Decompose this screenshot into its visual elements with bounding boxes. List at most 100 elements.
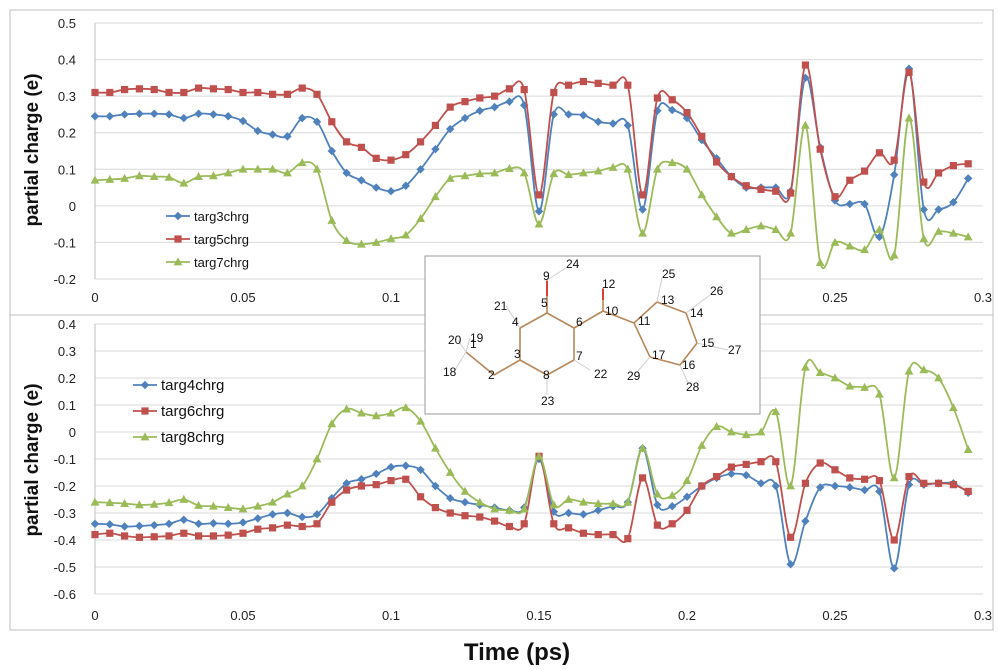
data-point-targ4chrg	[401, 461, 410, 470]
data-point-targ7chrg	[919, 234, 929, 243]
data-point-targ6chrg	[209, 532, 217, 540]
data-point-targ3chrg	[179, 113, 188, 123]
data-point-targ3chrg	[283, 132, 292, 141]
data-point-targ3chrg	[505, 97, 514, 106]
data-point-targ5chrg	[624, 81, 632, 89]
y-tick-label: -0.2	[54, 479, 76, 494]
data-point-targ5chrg	[772, 187, 780, 195]
bond	[649, 356, 681, 366]
bond	[546, 359, 575, 376]
data-point-targ5chrg	[165, 88, 173, 97]
data-point-targ3chrg	[964, 174, 973, 183]
data-point-targ4chrg	[135, 521, 144, 531]
bond	[454, 351, 467, 371]
data-point-targ5chrg	[372, 154, 380, 162]
data-point-targ7chrg	[283, 168, 292, 177]
data-point-targ8chrg	[179, 494, 189, 503]
data-point-targ5chrg	[861, 167, 869, 175]
data-point-targ4chrg	[579, 510, 588, 519]
data-point-targ6chrg	[831, 466, 839, 474]
bond	[633, 301, 658, 324]
data-point-targ5chrg	[417, 138, 425, 146]
data-point-targ8chrg	[608, 498, 618, 507]
data-point-targ5chrg	[920, 178, 928, 186]
data-point-targ4chrg	[372, 469, 381, 479]
data-point-targ5chrg	[387, 156, 395, 164]
atom-label: 22	[594, 367, 608, 381]
y-axis-title: partial charge (e)	[22, 383, 43, 536]
data-point-targ7chrg	[135, 171, 144, 180]
data-point-targ7chrg	[949, 228, 958, 237]
data-point-targ5chrg	[875, 149, 883, 157]
data-point-targ8chrg	[949, 403, 958, 412]
data-point-targ4chrg	[549, 507, 558, 516]
data-point-targ7chrg	[845, 241, 855, 250]
data-point-targ7chrg	[815, 257, 825, 266]
data-point-targ5chrg	[121, 85, 129, 94]
data-point-targ5chrg	[520, 85, 528, 94]
data-point-targ3chrg	[697, 135, 706, 145]
data-point-targ3chrg	[253, 126, 262, 136]
data-point-targ4chrg	[416, 465, 425, 474]
data-point-targ5chrg	[135, 85, 143, 93]
legend-label-targ8chrg: targ8chrg	[161, 429, 224, 446]
data-point-targ3chrg	[372, 183, 381, 192]
data-point-targ8chrg	[638, 443, 647, 452]
atom-label: 29	[627, 369, 641, 383]
data-point-targ5chrg	[269, 90, 277, 98]
data-point-targ5chrg	[609, 81, 617, 89]
bond	[519, 359, 548, 376]
data-point-targ7chrg	[401, 230, 411, 239]
data-point-targ8chrg	[505, 505, 514, 514]
x-tick-label: 0	[91, 290, 98, 305]
data-point-targ4chrg	[668, 502, 677, 511]
legend-marker-targ5chrg	[174, 235, 182, 243]
data-point-targ8chrg	[623, 497, 633, 506]
data-point-targ6chrg	[150, 533, 158, 541]
data-point-targ4chrg	[283, 508, 292, 518]
data-point-targ8chrg	[164, 498, 174, 507]
data-point-targ6chrg	[283, 521, 291, 529]
data-point-targ3chrg	[209, 110, 218, 119]
data-point-targ4chrg	[801, 516, 810, 526]
atom-label: 16	[682, 358, 696, 372]
x-tick-label: 0.05	[230, 608, 255, 623]
legend-label-targ7chrg: targ7chrg	[194, 255, 249, 270]
data-point-targ6chrg	[890, 536, 898, 544]
data-point-targ4chrg	[238, 518, 248, 527]
top-chart: -0.2-0.100.10.20.30.40.500.050.10.150.20…	[22, 16, 992, 305]
data-point-targ5chrg	[431, 121, 439, 129]
data-point-targ8chrg	[519, 504, 529, 513]
atom-label: 1	[470, 337, 477, 351]
data-point-targ3chrg	[298, 113, 307, 123]
data-point-targ8chrg	[593, 498, 603, 507]
data-point-targ8chrg	[194, 500, 203, 509]
data-point-targ3chrg	[860, 199, 869, 209]
data-point-targ7chrg	[357, 239, 366, 248]
bond	[573, 359, 591, 371]
data-point-targ3chrg	[90, 112, 100, 121]
data-point-targ5chrg	[846, 176, 854, 184]
data-point-targ6chrg	[579, 529, 587, 537]
bond	[633, 322, 651, 358]
data-point-targ4chrg	[742, 471, 751, 480]
bond	[546, 312, 575, 329]
data-point-targ7chrg	[667, 158, 677, 167]
bond	[602, 310, 635, 324]
data-point-targ5chrg	[787, 189, 795, 197]
bond	[656, 301, 687, 314]
atom-label: 28	[686, 380, 700, 394]
y-tick-label: 0.2	[58, 371, 76, 386]
data-point-targ6chrg	[683, 506, 691, 514]
data-point-targ6chrg	[816, 459, 824, 467]
data-point-targ6chrg	[846, 474, 854, 482]
data-point-targ5chrg	[150, 85, 158, 94]
data-point-targ5chrg	[757, 185, 765, 193]
data-point-targ6chrg	[461, 512, 469, 520]
data-point-targ4chrg	[120, 522, 129, 531]
data-point-targ5chrg	[816, 145, 824, 153]
data-point-targ6chrg	[550, 520, 558, 528]
data-point-targ3chrg	[564, 110, 573, 119]
x-tick-label: 0.2	[678, 608, 696, 623]
